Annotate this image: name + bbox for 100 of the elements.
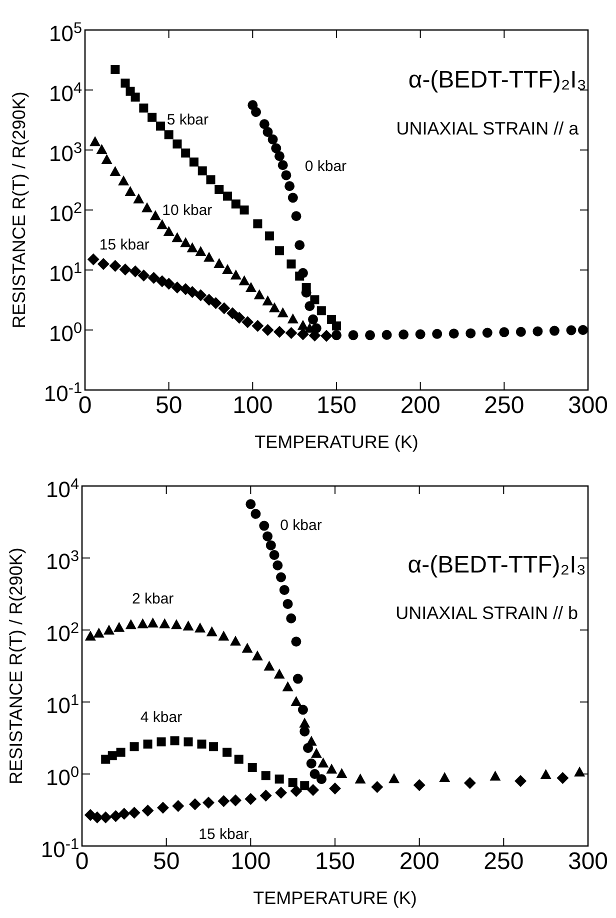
point <box>549 326 560 336</box>
point <box>159 618 170 628</box>
point <box>277 307 288 318</box>
point <box>184 737 193 746</box>
series-label: 4 kbar <box>140 708 182 726</box>
point <box>292 674 303 684</box>
point <box>142 804 154 817</box>
point <box>150 210 161 220</box>
point <box>182 620 194 630</box>
x-tick-label: 50 <box>155 392 182 420</box>
point <box>230 636 241 646</box>
point <box>172 232 183 242</box>
point <box>464 776 476 789</box>
point <box>268 134 278 144</box>
y-tick-label: 10$^{4}$ <box>46 476 80 502</box>
point <box>97 258 110 270</box>
x-tick-label: 150 <box>314 848 356 876</box>
point <box>156 802 169 814</box>
point <box>246 499 256 510</box>
point <box>448 328 459 339</box>
x-tick-label: 100 <box>230 848 271 876</box>
point <box>298 704 308 715</box>
point <box>306 736 317 746</box>
point <box>240 206 249 214</box>
point <box>194 622 206 632</box>
point <box>242 316 254 328</box>
point <box>262 531 273 542</box>
x-tick-label: 50 <box>152 848 180 876</box>
point <box>415 329 426 340</box>
point <box>164 130 174 140</box>
point <box>137 618 148 628</box>
point <box>285 327 298 340</box>
point <box>244 792 257 805</box>
series-label: 2 kbar <box>132 590 174 608</box>
point <box>245 282 256 292</box>
point <box>218 795 230 808</box>
point <box>84 630 96 641</box>
point <box>282 598 293 609</box>
point <box>318 757 329 768</box>
point <box>266 540 276 550</box>
point <box>93 628 104 638</box>
point <box>268 302 280 312</box>
point <box>295 272 304 281</box>
point <box>262 324 274 336</box>
point <box>172 139 182 148</box>
point <box>143 740 152 749</box>
y-tick-label: 10$^{2}$ <box>46 620 79 646</box>
point <box>302 283 311 292</box>
point <box>194 289 207 302</box>
point <box>222 264 234 274</box>
point <box>110 166 121 176</box>
point <box>272 560 283 570</box>
point <box>218 302 230 314</box>
x-tick-label: 150 <box>316 392 357 420</box>
point <box>223 192 232 201</box>
point <box>300 781 310 790</box>
point <box>116 748 126 757</box>
point <box>156 122 165 131</box>
point <box>180 237 192 248</box>
point <box>264 660 275 671</box>
point <box>210 297 222 310</box>
y-tick-label: 10$^{0}$ <box>46 764 79 790</box>
point <box>326 764 338 774</box>
point <box>413 779 426 792</box>
point <box>310 769 320 779</box>
point <box>250 508 261 519</box>
point <box>271 143 282 154</box>
point <box>269 550 280 560</box>
point <box>252 320 264 332</box>
point <box>128 806 140 819</box>
point <box>284 181 295 192</box>
point <box>490 770 501 781</box>
point <box>148 272 160 284</box>
point <box>252 650 263 660</box>
point <box>110 810 122 822</box>
point <box>290 785 302 798</box>
point <box>275 786 288 799</box>
point <box>186 286 198 298</box>
point <box>100 811 112 824</box>
point <box>139 104 148 113</box>
point <box>163 226 174 236</box>
y-axis-title: RESISTANCE R(T) / R(290K) <box>6 548 26 784</box>
point <box>138 269 150 282</box>
point <box>578 325 588 335</box>
point <box>156 219 168 230</box>
point <box>382 330 392 340</box>
point <box>170 736 180 746</box>
annotation: α-(BEDT-TTF)₂I₃ <box>408 66 587 94</box>
point <box>398 330 409 340</box>
point <box>291 211 302 222</box>
point <box>291 636 302 647</box>
point <box>147 618 158 628</box>
point <box>253 219 262 228</box>
point <box>181 148 190 158</box>
point <box>262 295 274 306</box>
point <box>332 330 342 340</box>
point <box>189 798 202 810</box>
point <box>170 619 182 630</box>
point <box>279 584 290 595</box>
point <box>439 772 450 782</box>
